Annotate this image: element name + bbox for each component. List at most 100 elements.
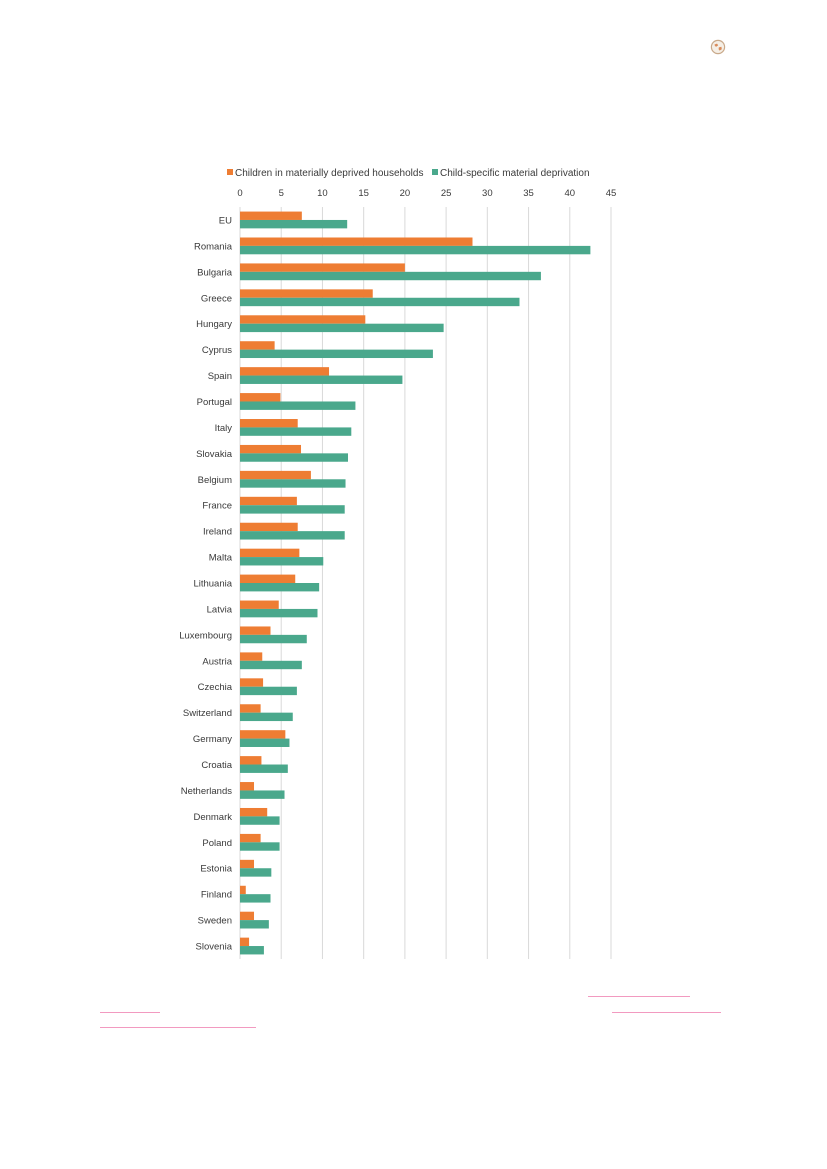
bar-series-2	[240, 946, 264, 955]
bar-series-1	[240, 341, 275, 350]
category-label: Luxembourg	[179, 630, 232, 641]
category-label: Sweden	[198, 916, 232, 927]
bar-series-2	[240, 531, 345, 540]
bar-series-1	[240, 393, 281, 402]
reference-link-underline[interactable]	[100, 1027, 256, 1028]
bar-series-2	[240, 842, 280, 851]
bar-series-2	[240, 686, 297, 696]
bar-series	[240, 211, 591, 955]
bar-series-2	[240, 894, 271, 903]
category-label: Belgium	[198, 475, 232, 486]
bar-series-2	[240, 868, 272, 877]
bar-series-2	[240, 297, 520, 307]
category-label: Lithuania	[193, 579, 232, 590]
x-tick-label: 10	[317, 188, 328, 199]
bar-series-1	[240, 574, 296, 583]
category-label: Czechia	[198, 682, 233, 693]
category-label: Austria	[202, 656, 232, 667]
x-tick-label: 15	[358, 188, 369, 199]
bar-series-1	[240, 807, 268, 817]
reference-link-underline[interactable]	[588, 996, 690, 997]
x-tick-label: 0	[237, 188, 242, 199]
bar-series-1	[240, 263, 405, 272]
x-tick-label: 30	[482, 188, 493, 199]
bar-series-1	[240, 678, 264, 687]
category-label: Slovenia	[196, 942, 233, 953]
category-label: Cyprus	[202, 345, 232, 356]
x-tick-label: 35	[523, 188, 534, 199]
category-label: Germany	[193, 734, 232, 745]
bar-series-1	[240, 211, 302, 220]
category-label: Malta	[209, 553, 233, 564]
globe-icon	[710, 39, 726, 55]
bar-series-2	[240, 479, 346, 488]
bar-series-2	[240, 764, 288, 773]
bar-series-1	[240, 600, 279, 609]
chart-gridlines	[239, 207, 612, 959]
bar-series-2	[240, 557, 324, 566]
bar-series-2	[240, 427, 352, 436]
bar-series-2	[240, 712, 293, 722]
category-label: Italy	[215, 423, 233, 434]
bar-series-2	[240, 219, 348, 229]
bar-series-1	[240, 652, 263, 661]
bar-series-2	[240, 790, 285, 799]
bar-series-2	[240, 271, 541, 281]
bar-series-2	[240, 375, 403, 384]
bar-series-2	[240, 634, 307, 644]
category-label: France	[202, 501, 232, 512]
bar-series-1	[240, 885, 246, 895]
bar-series-1	[240, 367, 330, 376]
bar-series-1	[240, 730, 286, 739]
bar-series-2	[240, 401, 356, 410]
bar-series-1	[240, 289, 373, 298]
bar-series-2	[240, 660, 302, 670]
bar-series-2	[240, 920, 269, 929]
bar-series-2	[240, 583, 320, 592]
bar-series-1	[240, 704, 261, 713]
bar-series-1	[240, 548, 300, 558]
bar-series-1	[240, 756, 262, 765]
category-label: Hungary	[196, 319, 232, 330]
bar-series-1	[240, 911, 255, 921]
bar-series-2	[240, 505, 345, 514]
bar-series-1	[240, 496, 297, 506]
bar-series-1	[240, 419, 298, 428]
bar-series-1	[240, 626, 271, 635]
category-label: Poland	[202, 838, 232, 849]
bar-series-2	[240, 608, 318, 618]
category-label: Portugal	[197, 397, 232, 408]
bar-series-2	[240, 349, 433, 359]
category-label: Finland	[201, 890, 232, 901]
bar-series-1	[240, 937, 250, 947]
category-label: Romania	[194, 241, 233, 252]
x-tick-label: 45	[606, 188, 617, 199]
category-label: Slovakia	[196, 449, 233, 460]
category-label: Denmark	[193, 812, 232, 823]
bar-series-1	[240, 237, 473, 246]
category-label: Croatia	[201, 760, 232, 771]
legend-item-series-2-swatch	[432, 169, 438, 175]
legend-item-series-2-label: Child-specific material deprivation	[440, 168, 590, 179]
category-label: Spain	[208, 371, 232, 382]
category-label: Greece	[201, 293, 232, 304]
legend-item-series-1-label: Children in materially deprived househol…	[235, 168, 423, 179]
category-label: EU	[219, 215, 232, 226]
bar-series-2	[240, 323, 444, 333]
bar-series-1	[240, 782, 255, 791]
x-tick-label: 5	[279, 188, 284, 199]
legend-item-series-1-swatch	[227, 169, 233, 175]
x-tick-label: 25	[441, 188, 452, 199]
chart-legend: Children in materially deprived househol…	[227, 168, 590, 179]
bar-series-2	[240, 245, 591, 255]
category-label: Bulgaria	[197, 267, 233, 278]
bar-series-2	[240, 453, 349, 462]
bar-series-1	[240, 859, 255, 869]
reference-link-underline[interactable]	[100, 1012, 160, 1013]
bar-series-2	[240, 816, 280, 825]
category-label: Latvia	[207, 604, 233, 615]
reference-link-underline[interactable]	[612, 1012, 721, 1013]
bar-series-1	[240, 833, 261, 843]
bar-series-1	[240, 315, 366, 324]
